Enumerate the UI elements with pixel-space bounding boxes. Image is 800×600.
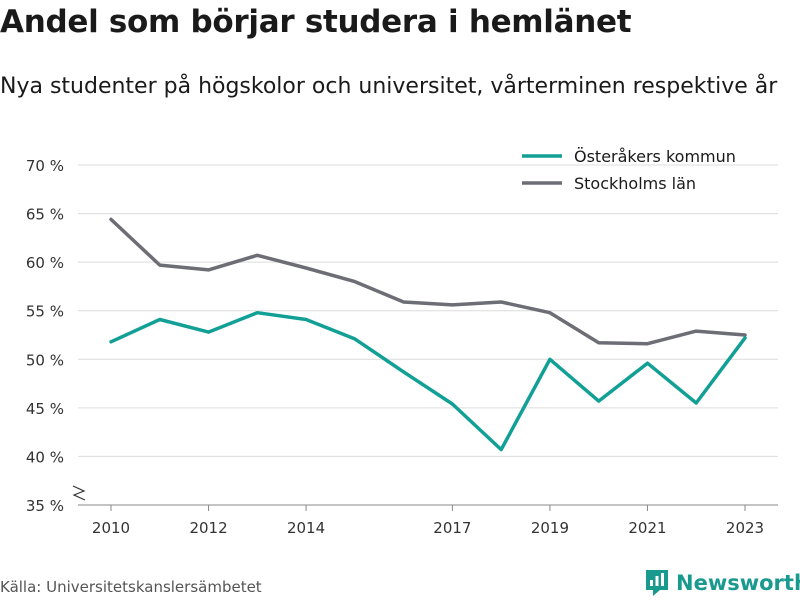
x-tick-label: 2023: [726, 519, 764, 537]
x-axis-tick-labels: 2010 2012 2014 2017 2019 2021 2023: [92, 505, 764, 537]
series-line: [109, 310, 747, 452]
legend: Österåkers kommun Stockholms län: [522, 147, 736, 193]
chart-subtitle: Nya studenter på högskolor och universit…: [0, 74, 778, 99]
y-tick-label: 50 %: [26, 351, 64, 369]
source-note: Källa: Universitetskanslersämbetet: [0, 578, 262, 596]
series-lines: [109, 217, 747, 452]
x-tick-label: 2014: [287, 519, 325, 537]
y-tick-label: 35 %: [26, 497, 64, 515]
x-tick-label: 2021: [628, 519, 666, 537]
legend-label: Österåkers kommun: [574, 147, 736, 166]
legend-label: Stockholms län: [574, 174, 696, 193]
y-tick-label: 55 %: [26, 303, 64, 321]
y-tick-label: 45 %: [26, 400, 64, 418]
brand-logo: Newsworthy: [644, 568, 800, 598]
axis-break-icon: [72, 485, 86, 501]
chart-title: Andel som börjar studera i hemlänet: [0, 4, 632, 40]
grid-lines: [78, 164, 778, 457]
series-line: [109, 217, 747, 346]
x-tick-label: 2012: [189, 519, 227, 537]
x-tick-label: 2010: [92, 519, 130, 537]
x-tick-label: 2019: [531, 519, 569, 537]
y-tick-label: 60 %: [26, 254, 64, 272]
y-axis-tick-labels: 35 % 40 % 45 % 50 % 55 % 60 % 65 % 70 %: [26, 157, 64, 515]
brand-name: Newsworthy: [676, 571, 800, 595]
newsworthy-logo-icon: [646, 570, 668, 596]
x-tick-label: 2017: [433, 519, 471, 537]
y-tick-label: 65 %: [26, 206, 64, 224]
y-tick-label: 70 %: [26, 157, 64, 175]
y-tick-label: 40 %: [26, 448, 64, 466]
x-axis: [72, 485, 778, 506]
